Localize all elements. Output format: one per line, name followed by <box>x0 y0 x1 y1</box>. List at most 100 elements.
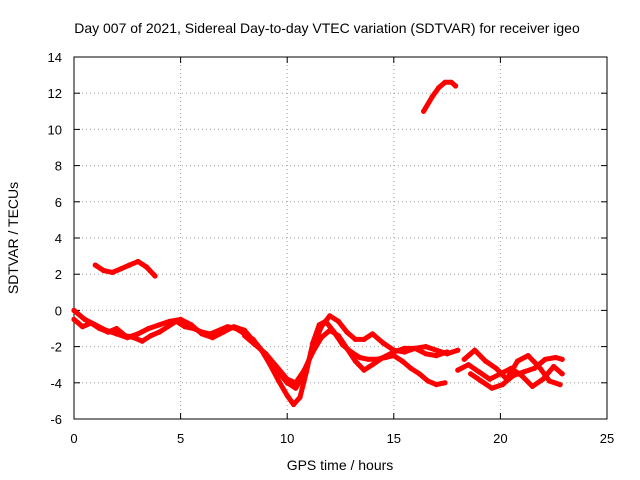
data-point <box>399 358 405 364</box>
data-point <box>472 347 478 353</box>
data-point <box>118 266 124 272</box>
data-point <box>167 318 173 324</box>
y-tick-label: 2 <box>55 267 62 282</box>
data-point <box>357 354 363 361</box>
x-tick-label: 10 <box>280 431 294 446</box>
data-point <box>557 382 563 388</box>
x-axis: 0 5 10 15 20 25 <box>70 57 614 446</box>
data-point <box>531 365 538 371</box>
data-point <box>436 85 442 91</box>
data-point <box>352 358 358 364</box>
data-point <box>126 262 132 268</box>
data-point <box>344 345 350 351</box>
data-point <box>297 394 303 400</box>
data-point <box>291 401 297 408</box>
data-point <box>114 325 120 332</box>
data-point <box>489 385 495 391</box>
plot-frame <box>73 56 608 420</box>
data-point <box>433 382 439 388</box>
data-point <box>146 325 152 332</box>
data-point <box>442 79 448 85</box>
data-point <box>559 371 565 377</box>
data-point <box>82 316 88 322</box>
y-axis: -6 -4 -2 0 2 4 6 8 10 12 14 <box>48 50 607 427</box>
chart-title: Day 007 of 2021, Sidereal Day-to-day VTE… <box>74 20 580 36</box>
data-point <box>380 354 386 361</box>
data-point <box>448 79 454 85</box>
data-point <box>487 376 493 382</box>
data-point <box>525 353 531 359</box>
data-point <box>152 273 158 279</box>
data-point <box>263 351 269 357</box>
data-point <box>493 365 499 371</box>
data-point <box>455 347 461 353</box>
data-point <box>335 318 341 324</box>
data-point <box>461 356 467 362</box>
data-point <box>284 376 290 382</box>
data-point <box>293 385 299 391</box>
grid <box>74 57 607 419</box>
data-point <box>156 329 162 335</box>
data-point <box>369 331 376 337</box>
data-point <box>114 331 120 337</box>
x-tick-label: 20 <box>493 431 507 446</box>
data-point <box>529 383 536 389</box>
data-point <box>455 367 461 373</box>
y-tick-label: 4 <box>55 231 62 246</box>
data-point <box>429 94 435 100</box>
data-point <box>425 378 431 384</box>
data-point <box>361 367 367 373</box>
data-point <box>293 380 299 386</box>
data-point <box>318 335 324 341</box>
data-point <box>510 373 516 379</box>
data-point <box>327 313 333 319</box>
data-point <box>482 358 489 364</box>
data-point <box>433 347 439 353</box>
data-point <box>79 324 86 330</box>
data-point <box>499 382 506 388</box>
data-point <box>242 333 248 339</box>
x-axis-label: GPS time / hours <box>287 457 394 473</box>
data-point <box>92 262 98 268</box>
data-point <box>412 345 418 351</box>
data-point <box>188 322 194 328</box>
data-point <box>408 365 414 371</box>
data-point <box>391 349 397 355</box>
y-tick-label: 0 <box>55 303 62 318</box>
data-point <box>310 349 316 355</box>
y-tick-label: 12 <box>48 86 62 101</box>
x-tick-label: 15 <box>387 431 401 446</box>
data-point <box>444 349 450 355</box>
data-point <box>546 378 553 384</box>
data-point <box>478 378 484 384</box>
x-tick-label: 5 <box>177 431 184 446</box>
series-line-arc-a <box>71 316 448 407</box>
data-point <box>327 327 333 333</box>
data-point <box>165 324 171 330</box>
data-point <box>182 324 188 330</box>
data-point <box>101 268 107 274</box>
data-point <box>542 356 548 362</box>
data-point <box>231 324 237 330</box>
data-point <box>423 351 429 357</box>
y-tick-label: 8 <box>55 159 62 174</box>
series-line-arc-e <box>461 347 563 388</box>
data-point <box>361 336 367 342</box>
series-line-arc-c <box>242 327 450 386</box>
data-point <box>559 356 565 362</box>
data-point <box>71 316 77 322</box>
y-tick-label: -2 <box>50 340 62 355</box>
data-point <box>124 335 130 341</box>
series-line-arc-f <box>468 355 565 391</box>
data-point <box>92 322 98 328</box>
x-tick-label: 0 <box>70 431 77 446</box>
data-point <box>109 269 115 275</box>
data-point <box>273 363 280 370</box>
x-tick-label: 25 <box>600 431 614 446</box>
data-point <box>553 354 559 361</box>
data-point <box>433 353 439 359</box>
data-point <box>220 329 226 335</box>
y-tick-label: -6 <box>50 412 62 427</box>
series-group <box>71 79 565 408</box>
data-point <box>423 344 429 350</box>
